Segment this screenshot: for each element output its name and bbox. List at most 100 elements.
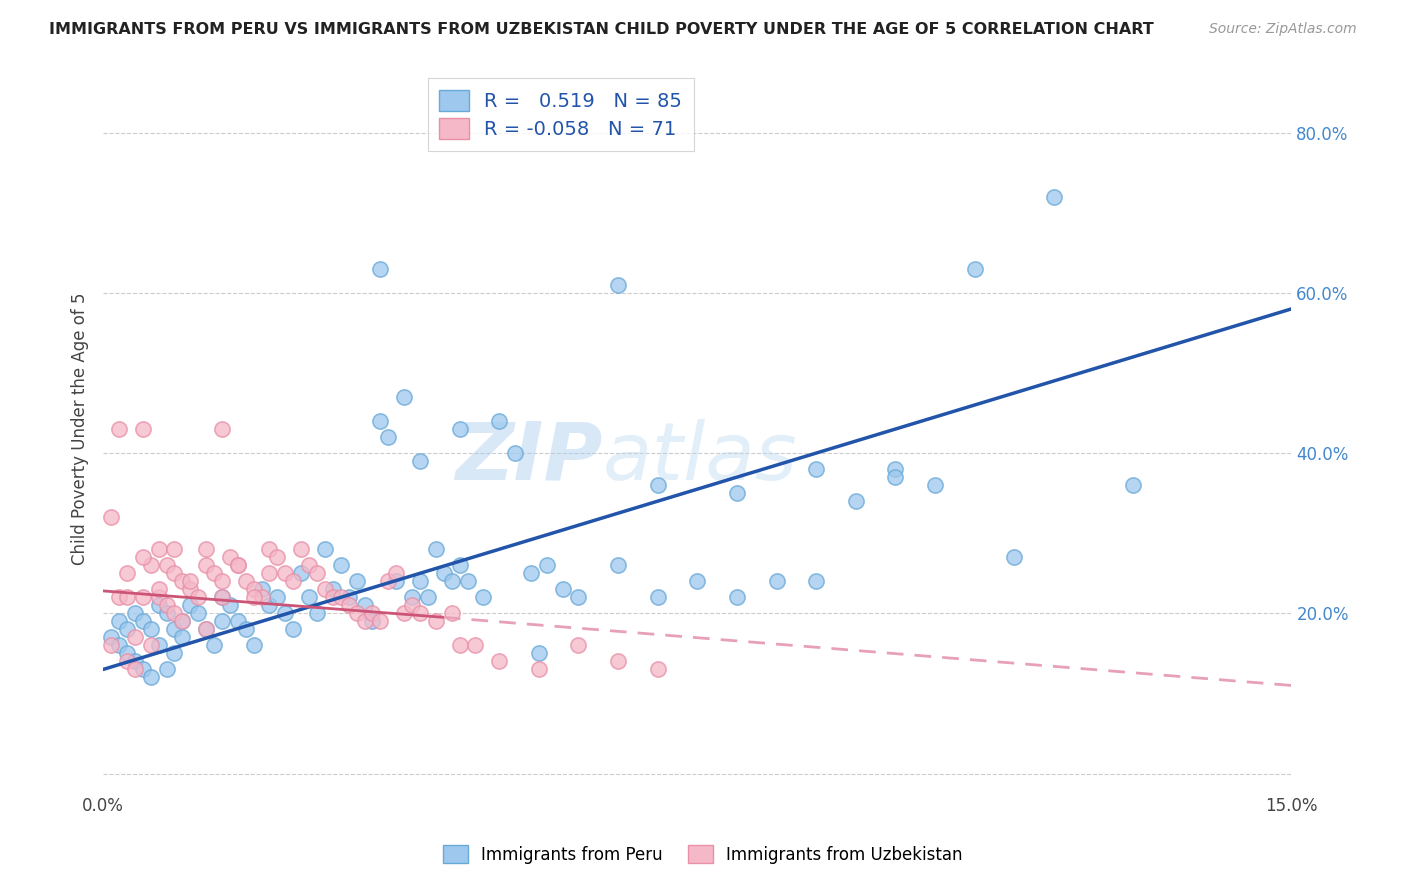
Point	[337, 591, 360, 605]
Point	[172, 615, 194, 629]
Point	[139, 558, 162, 573]
Point	[132, 591, 155, 605]
Point	[409, 607, 432, 621]
Point	[329, 591, 352, 605]
Point	[377, 430, 399, 444]
Point	[115, 623, 138, 637]
Point	[433, 566, 456, 581]
Point	[108, 639, 131, 653]
Point	[963, 261, 986, 276]
Point	[457, 574, 479, 589]
Point	[155, 607, 177, 621]
Point	[298, 591, 321, 605]
Point	[148, 582, 170, 597]
Point	[567, 639, 589, 653]
Point	[425, 542, 447, 557]
Point	[155, 558, 177, 573]
Point	[392, 390, 415, 404]
Point	[409, 574, 432, 589]
Point	[124, 607, 146, 621]
Text: atlas: atlas	[602, 419, 797, 497]
Point	[124, 662, 146, 676]
Point	[290, 566, 312, 581]
Point	[329, 558, 352, 573]
Point	[187, 607, 209, 621]
Point	[132, 422, 155, 436]
Point	[353, 599, 375, 613]
Point	[1042, 190, 1064, 204]
Point	[884, 462, 907, 476]
Point	[385, 574, 408, 589]
Point	[337, 599, 360, 613]
Point	[139, 623, 162, 637]
Point	[202, 566, 225, 581]
Point	[607, 277, 630, 292]
Point	[322, 582, 344, 597]
Point	[155, 599, 177, 613]
Point	[488, 414, 510, 428]
Point	[472, 591, 495, 605]
Point	[139, 639, 162, 653]
Point	[449, 422, 471, 436]
Point	[108, 615, 131, 629]
Point	[266, 550, 288, 565]
Point	[259, 599, 281, 613]
Point	[409, 454, 432, 468]
Point	[226, 615, 249, 629]
Point	[211, 615, 233, 629]
Point	[100, 510, 122, 524]
Point	[449, 558, 471, 573]
Point	[647, 662, 669, 676]
Y-axis label: Child Poverty Under the Age of 5: Child Poverty Under the Age of 5	[72, 293, 89, 566]
Point	[346, 574, 368, 589]
Point	[361, 607, 384, 621]
Point	[211, 574, 233, 589]
Point	[226, 558, 249, 573]
Point	[148, 591, 170, 605]
Point	[132, 615, 155, 629]
Point	[765, 574, 787, 589]
Point	[172, 615, 194, 629]
Point	[725, 591, 748, 605]
Point	[274, 607, 297, 621]
Point	[195, 623, 218, 637]
Legend: Immigrants from Peru, Immigrants from Uzbekistan: Immigrants from Peru, Immigrants from Uz…	[436, 838, 970, 871]
Point	[259, 542, 281, 557]
Point	[567, 591, 589, 605]
Point	[370, 615, 392, 629]
Point	[440, 574, 463, 589]
Point	[226, 558, 249, 573]
Point	[155, 662, 177, 676]
Point	[179, 582, 201, 597]
Point	[250, 582, 273, 597]
Point	[211, 591, 233, 605]
Point	[187, 591, 209, 605]
Point	[242, 591, 264, 605]
Point	[536, 558, 558, 573]
Point	[179, 574, 201, 589]
Point	[283, 623, 305, 637]
Point	[353, 615, 375, 629]
Point	[1002, 550, 1025, 565]
Point	[361, 615, 384, 629]
Point	[242, 582, 264, 597]
Point	[195, 623, 218, 637]
Point	[195, 558, 218, 573]
Point	[108, 422, 131, 436]
Point	[1122, 478, 1144, 492]
Point	[527, 662, 550, 676]
Point	[235, 574, 257, 589]
Point	[242, 639, 264, 653]
Point	[124, 655, 146, 669]
Point	[804, 574, 827, 589]
Point	[416, 591, 439, 605]
Point	[148, 599, 170, 613]
Point	[290, 542, 312, 557]
Point	[266, 591, 288, 605]
Point	[884, 470, 907, 484]
Point	[100, 639, 122, 653]
Point	[725, 486, 748, 500]
Point	[235, 623, 257, 637]
Point	[100, 631, 122, 645]
Point	[305, 566, 328, 581]
